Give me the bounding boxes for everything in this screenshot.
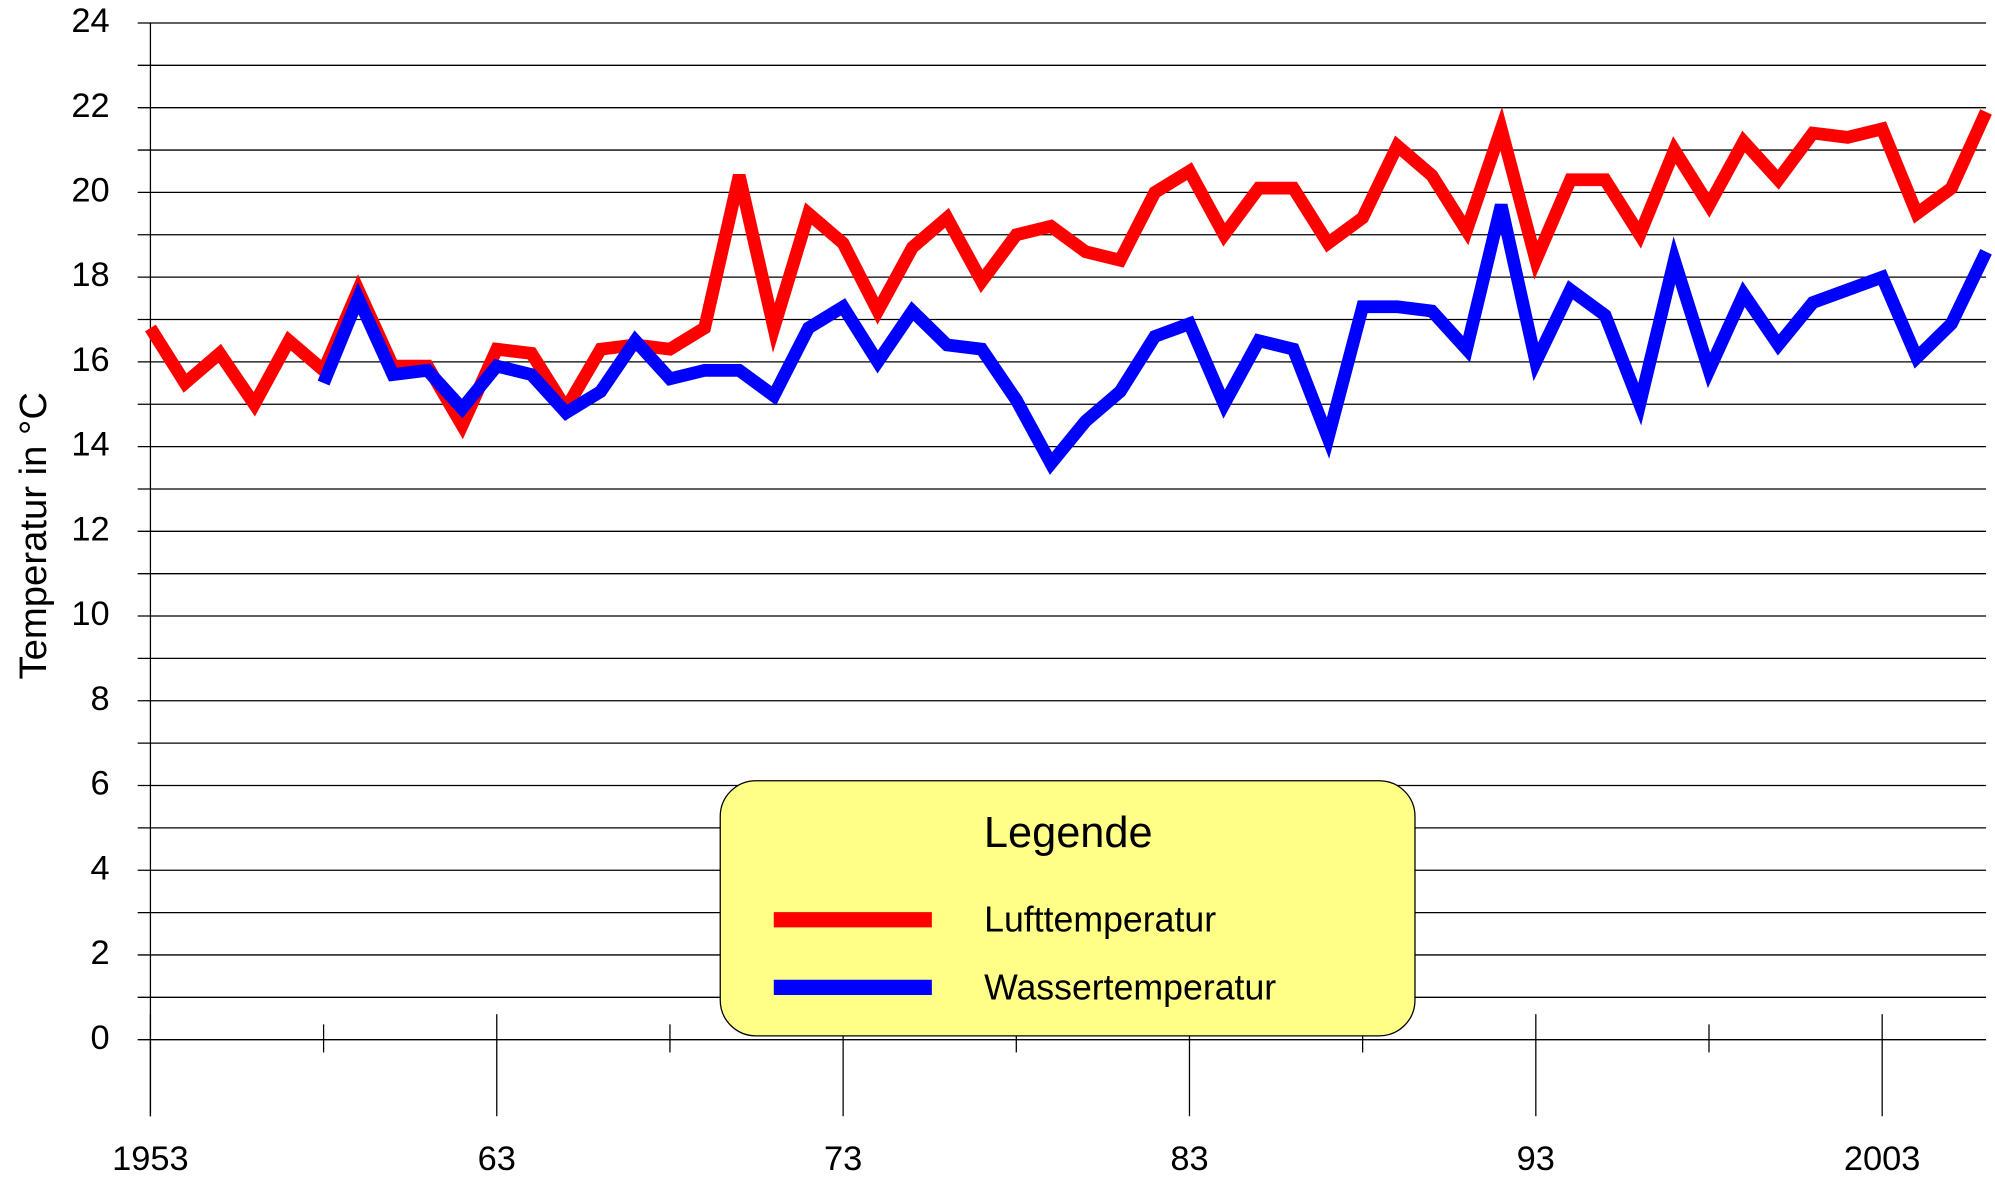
x-tick-label: 1953 — [112, 1140, 189, 1178]
legend-box — [719, 780, 1416, 1037]
x-tick-label: 2003 — [1844, 1140, 1921, 1178]
y-tick-label: 16 — [71, 341, 109, 379]
y-tick-label: 18 — [71, 256, 109, 294]
legend-title: Legende — [984, 809, 1153, 857]
data-line — [145, 106, 1992, 440]
x-tick-label: 83 — [1170, 1140, 1208, 1178]
y-tick-label: 8 — [90, 680, 109, 718]
x-tick-label: 63 — [478, 1140, 516, 1178]
y-tick-label: 0 — [90, 1019, 109, 1057]
x-tick-label: 73 — [824, 1140, 862, 1178]
y-tick-label: 6 — [90, 765, 109, 803]
y-tick-label: 24 — [71, 2, 109, 40]
y-tick-label: 12 — [71, 510, 109, 548]
y-tick-label: 22 — [71, 87, 109, 125]
y-tick-label: 14 — [71, 426, 109, 464]
y-tick-label: 20 — [71, 172, 109, 210]
y-tick-label: 10 — [71, 595, 109, 633]
data-line — [317, 203, 1992, 475]
y-axis-label: Temperatur in °C — [12, 392, 55, 680]
legend-label: Wassertemperatur — [984, 967, 1276, 1007]
legend-label: Lufttemperatur — [984, 900, 1216, 940]
y-tick-label: 4 — [90, 849, 109, 887]
y-tick-label: 2 — [90, 934, 109, 972]
x-tick-label: 93 — [1517, 1140, 1555, 1178]
